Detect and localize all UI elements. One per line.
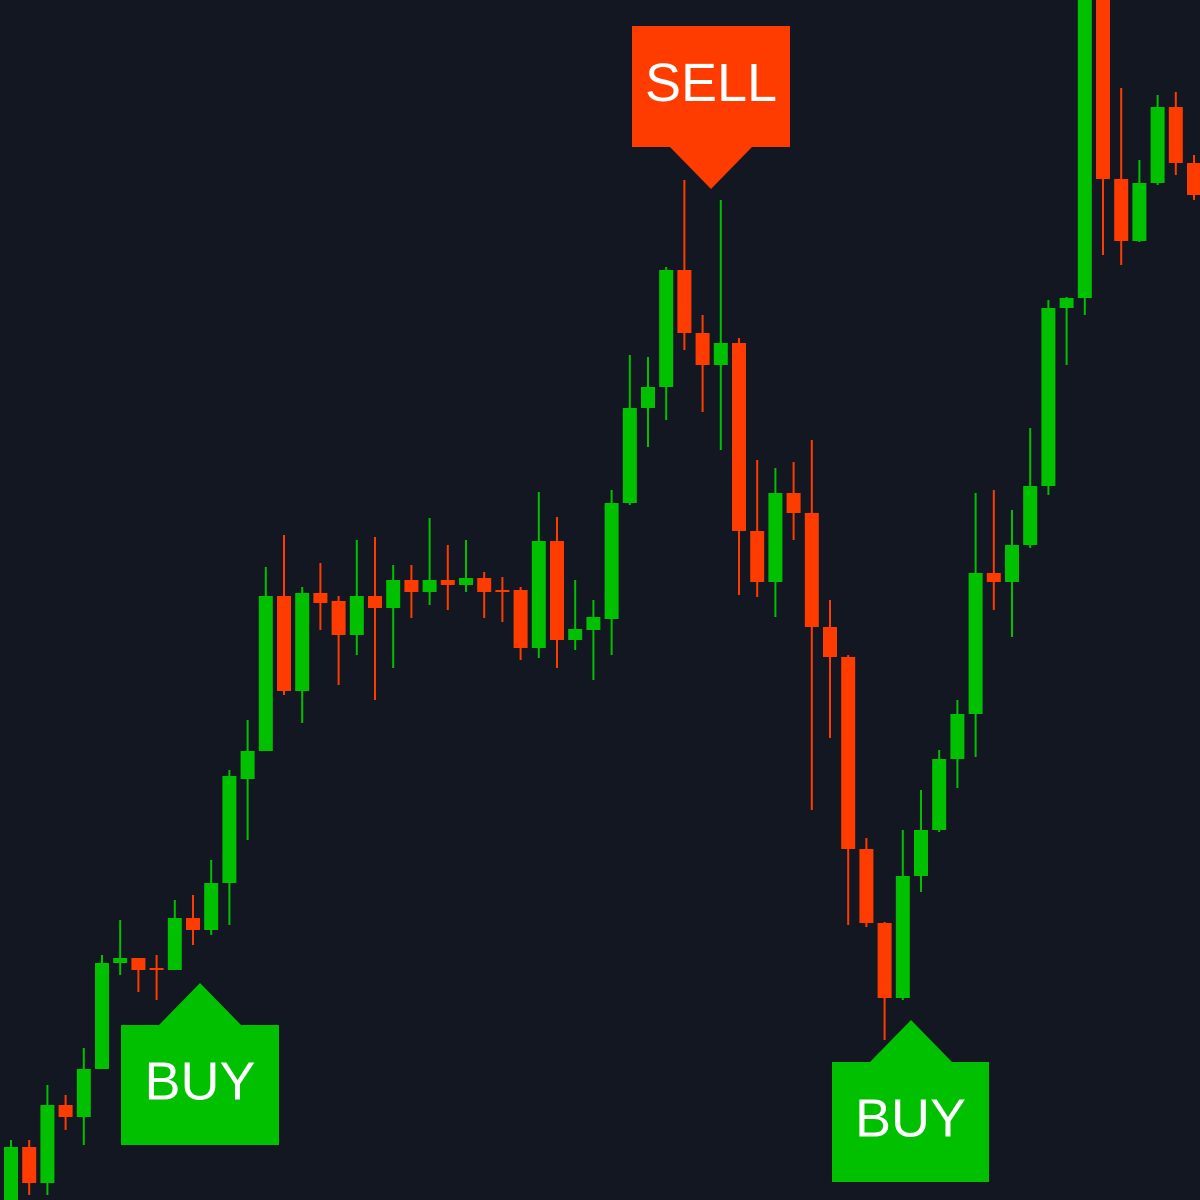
candle-body xyxy=(950,714,965,759)
signal-arrow xyxy=(158,983,242,1026)
candle-body xyxy=(186,918,200,930)
candle-body xyxy=(914,830,928,876)
candle-body xyxy=(277,596,291,691)
candle-body xyxy=(477,578,492,592)
candle-body xyxy=(240,751,255,779)
candle-body xyxy=(1005,545,1019,582)
candle-body xyxy=(968,573,983,714)
candle-body xyxy=(113,958,128,963)
candle-body xyxy=(1077,0,1092,298)
candle-body xyxy=(986,573,1001,582)
candle-body xyxy=(550,541,564,640)
candle-body xyxy=(22,1147,37,1183)
candle-body xyxy=(877,923,892,998)
candle-body xyxy=(732,343,746,531)
candle-body xyxy=(841,657,856,849)
candle-body xyxy=(750,531,765,582)
candle-body xyxy=(331,601,346,635)
candle-body xyxy=(422,580,437,592)
candle-body xyxy=(440,580,455,585)
candle-body xyxy=(1096,0,1110,179)
candle-body xyxy=(804,513,819,627)
candle-body xyxy=(386,580,401,608)
candle-body xyxy=(313,593,328,603)
candle-body xyxy=(295,593,310,691)
signal-label: BUY xyxy=(855,1088,966,1148)
candle-body xyxy=(823,627,837,657)
candle-body xyxy=(859,849,874,923)
candle-body xyxy=(1187,163,1200,195)
candle-body xyxy=(131,958,146,970)
candle-body xyxy=(58,1105,73,1117)
candle-body xyxy=(713,343,728,365)
candle-body xyxy=(459,578,473,585)
signal-arrow xyxy=(669,146,753,189)
signal-label: BUY xyxy=(144,1051,255,1111)
candle-body xyxy=(513,590,528,648)
candle-body xyxy=(659,270,674,387)
signal-box xyxy=(632,26,790,147)
signal-arrow xyxy=(869,1020,953,1063)
candle-body xyxy=(622,408,637,503)
candle-body xyxy=(1150,107,1165,183)
signal-box xyxy=(832,1062,989,1182)
candle-body xyxy=(76,1069,91,1117)
candle-body xyxy=(167,918,182,970)
candle-body xyxy=(641,387,655,408)
candle-body xyxy=(204,883,219,930)
candle-body xyxy=(1023,486,1038,545)
candle-body xyxy=(1132,183,1147,241)
candle-body xyxy=(1059,298,1074,308)
candle-body xyxy=(768,493,783,582)
candle-body xyxy=(531,541,546,648)
candle-body xyxy=(604,503,619,619)
candle-body xyxy=(695,333,710,365)
signal-box xyxy=(121,1025,279,1145)
candle-body xyxy=(1114,179,1129,241)
candle-body xyxy=(786,493,801,513)
candle-body xyxy=(895,876,910,998)
candle-body xyxy=(677,270,692,333)
candle-body xyxy=(586,617,601,630)
candle-body xyxy=(149,968,164,970)
signal-label: SELL xyxy=(645,53,777,113)
candle-body xyxy=(495,590,510,592)
candle-body xyxy=(932,759,947,830)
candle-body xyxy=(349,596,364,635)
candle-body xyxy=(258,596,273,751)
candle-body xyxy=(4,1147,18,1200)
candle-body xyxy=(40,1105,55,1183)
candle-body xyxy=(1168,107,1183,163)
candle-body xyxy=(95,963,109,1069)
candle-body xyxy=(222,776,237,883)
candle-body xyxy=(368,596,382,608)
candle-body xyxy=(404,580,419,592)
candle-body xyxy=(1041,308,1056,486)
candle-body xyxy=(568,629,583,640)
